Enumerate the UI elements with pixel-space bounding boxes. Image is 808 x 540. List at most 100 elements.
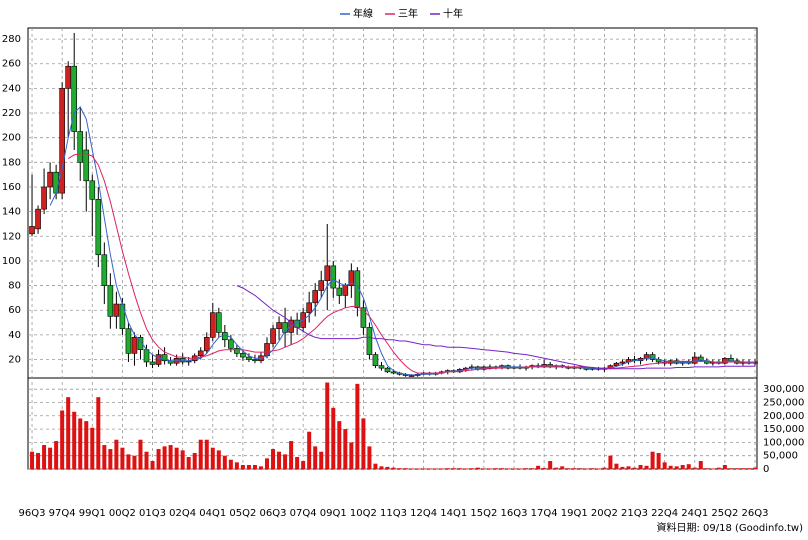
volume-bar	[487, 468, 492, 469]
volume-bar	[222, 455, 227, 469]
candle-body	[384, 367, 391, 373]
volume-bar	[656, 453, 661, 469]
candle-body	[330, 265, 337, 289]
volume-bar	[499, 468, 504, 469]
candle-body	[312, 290, 319, 304]
volume-bar	[349, 442, 354, 469]
volume-bar	[295, 457, 300, 469]
volume-bar	[307, 431, 312, 469]
x-tick-label: 22Q4	[651, 508, 678, 519]
y-tick-label: 200	[2, 133, 21, 144]
volume-bar	[566, 468, 571, 469]
y-tick-label: 20	[8, 355, 21, 366]
y2-tick-label: 250,000	[763, 397, 804, 408]
volume-bar	[457, 468, 462, 469]
volume-bar	[475, 467, 480, 469]
volume-bar	[132, 455, 137, 469]
candle-body	[131, 337, 138, 354]
x-tick-label: 11Q3	[380, 508, 407, 519]
volume-bar	[150, 461, 155, 469]
volume-bar	[632, 467, 637, 469]
volume-bar	[644, 465, 649, 469]
y-tick-label: 100	[2, 256, 21, 267]
y2-tick-label: 100,000	[763, 437, 804, 448]
candle-body	[41, 186, 47, 210]
candle-body	[324, 265, 331, 281]
candle-body	[216, 312, 222, 333]
volume-bar	[283, 454, 288, 469]
volume-bar	[415, 468, 420, 469]
candle-body	[228, 339, 234, 349]
volume-bar	[60, 410, 65, 469]
x-tick-label: 24Q1	[681, 508, 708, 519]
volume-bar	[391, 467, 396, 469]
volume-bar	[512, 468, 517, 469]
volume-bar	[30, 451, 35, 469]
volume-bar	[403, 468, 408, 469]
candle-body	[59, 88, 65, 194]
volume-bar	[325, 382, 330, 469]
candle-body	[53, 171, 59, 194]
y-tick-label: 280	[2, 34, 21, 45]
x-tick-label: 00Q2	[109, 508, 136, 519]
x-tick-label: 20Q2	[591, 508, 618, 519]
y-tick-label: 80	[8, 281, 21, 292]
volume-bar	[445, 468, 450, 469]
candle-body	[306, 302, 312, 313]
candle-body	[209, 312, 216, 338]
volume-bar	[572, 468, 577, 469]
volume-bar	[439, 468, 444, 469]
volume-bar	[216, 450, 221, 469]
volume-bar	[463, 468, 468, 469]
candle-body	[119, 303, 126, 330]
volume-bar	[614, 463, 619, 469]
volume-bar	[704, 468, 709, 469]
volume-bar	[524, 468, 529, 469]
volume-bar	[662, 462, 667, 469]
volume-bar	[138, 439, 143, 469]
candle-body	[77, 131, 84, 163]
y-tick-label: 140	[2, 207, 21, 218]
volume-bar	[481, 468, 486, 469]
candle-body	[613, 362, 620, 366]
volume-bar	[126, 454, 131, 469]
volume-bar	[680, 465, 685, 469]
volume-bar	[337, 421, 342, 469]
candle-body	[318, 280, 325, 291]
volume-bar	[668, 465, 673, 469]
volume-bar	[186, 457, 191, 469]
y-tick-label: 160	[2, 182, 21, 193]
y2-tick-label: 200,000	[763, 411, 804, 422]
volume-bar	[258, 466, 263, 469]
candle-body	[155, 354, 162, 365]
candle-body	[378, 365, 385, 369]
y-tick-label: 260	[2, 59, 21, 70]
volume-bar	[210, 447, 215, 469]
volume-bar	[42, 445, 47, 469]
volume-bar	[542, 467, 547, 469]
volume-bar	[114, 439, 119, 469]
volume-bar	[373, 463, 378, 469]
candle-body	[95, 199, 102, 256]
volume-bar	[174, 447, 179, 469]
candle-body	[101, 254, 108, 286]
volume-bar	[753, 467, 758, 469]
x-tick-label: 15Q2	[470, 508, 497, 519]
volume-bar	[650, 451, 655, 469]
volume-bar	[102, 445, 107, 469]
candle-body	[47, 171, 53, 188]
ma-line	[67, 153, 755, 374]
y-tick-label: 220	[2, 108, 21, 119]
y-tick-label: 40	[8, 330, 21, 341]
volume-bar	[626, 466, 631, 469]
volume-bar	[198, 439, 203, 469]
legend-label: 十年	[443, 7, 463, 20]
x-tick-label: 12Q4	[410, 508, 437, 519]
candle-body	[203, 337, 210, 352]
x-tick-label: 09Q1	[320, 508, 347, 519]
volume-bar	[590, 468, 595, 469]
x-tick-label: 14Q1	[440, 508, 467, 519]
plot-frame	[27, 27, 758, 470]
volume-bar	[72, 411, 77, 469]
